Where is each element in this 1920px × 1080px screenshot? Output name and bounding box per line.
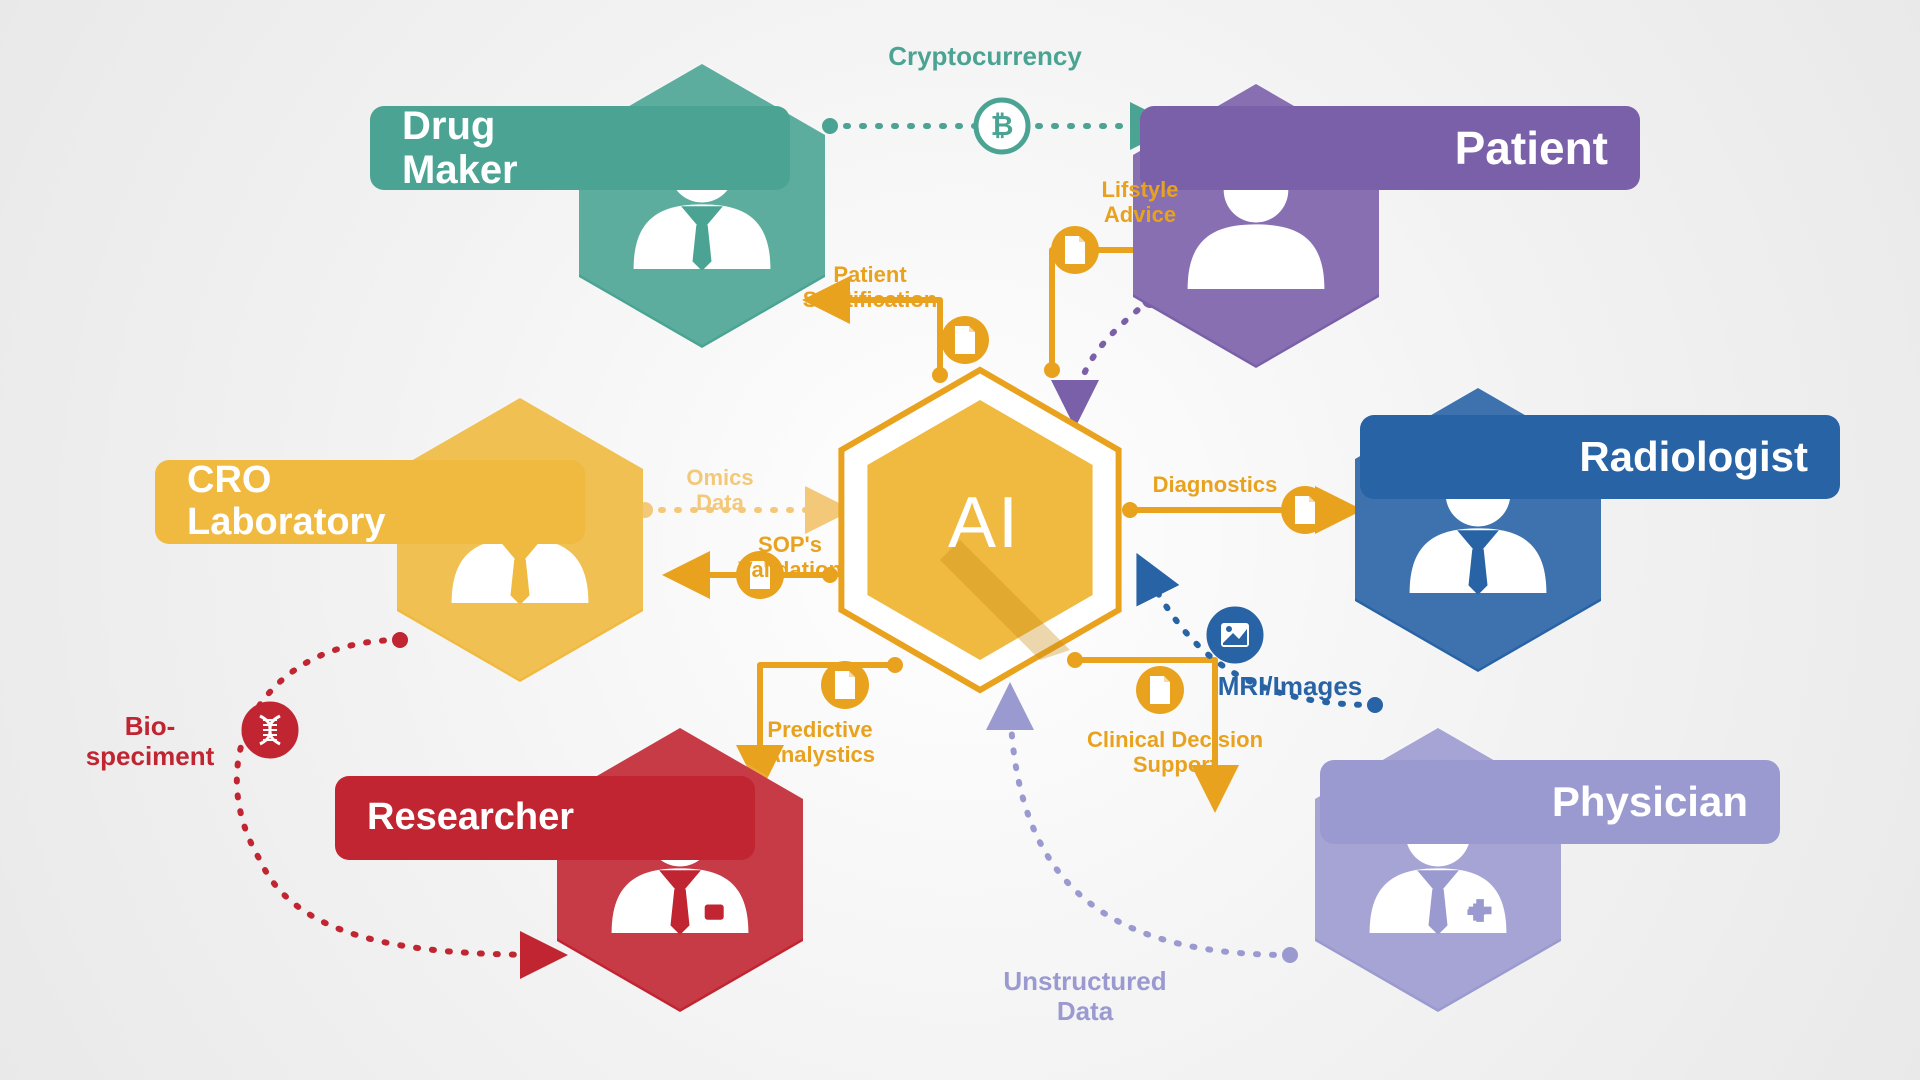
pill-physician: Physician	[1320, 760, 1780, 844]
pill-label-cro: CROLaboratory	[187, 460, 385, 544]
pill-label-drugmaker: DrugMaker	[402, 104, 518, 192]
flow-label-mri: MRI/Images	[1170, 672, 1410, 702]
pill-label-patient: Patient	[1455, 123, 1608, 174]
pill-label-radiologist: Radiologist	[1579, 434, 1808, 480]
pill-label-researcher: Researcher	[367, 797, 574, 839]
pill-label-physician: Physician	[1552, 779, 1748, 825]
flow-label-sop: SOP'sValidation	[670, 532, 910, 583]
flow-label-unstructured: UnstructuredData	[965, 967, 1205, 1027]
flow-label-crypto: Cryptocurrency	[865, 42, 1105, 72]
flow-label-omics: OmicsData	[600, 465, 840, 516]
flow-label-lifestyle: LifstyleAdvice	[1020, 177, 1260, 228]
pill-researcher: Researcher	[335, 776, 755, 860]
flow-label-predictive: PredictiveAnalystics	[700, 717, 940, 768]
flow-label-stratification: PatientStratification	[750, 262, 990, 313]
flow-label-biospeciment: Bio-speciment	[30, 712, 270, 772]
pill-radiologist: Radiologist	[1360, 415, 1840, 499]
pill-drugmaker: DrugMaker	[370, 106, 790, 190]
flow-label-diagnostics: Diagnostics	[1095, 472, 1335, 497]
flow-label-clinical: Clinical DecisionSupport	[1055, 727, 1295, 778]
pill-cro: CROLaboratory	[155, 460, 585, 544]
hex-researcher	[557, 725, 803, 1012]
